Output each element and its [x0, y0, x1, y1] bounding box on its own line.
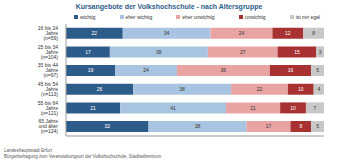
- svg-text:10: 10: [290, 105, 296, 111]
- svg-text:17: 17: [85, 49, 91, 55]
- svg-text:38: 38: [195, 123, 201, 129]
- svg-text:55 bis 64Jahre(n=121): 55 bis 64Jahre(n=121): [38, 100, 59, 116]
- svg-text:8: 8: [299, 123, 302, 129]
- svg-text:24: 24: [239, 30, 245, 36]
- svg-text:21: 21: [250, 105, 256, 111]
- svg-text:36: 36: [221, 67, 227, 73]
- svg-text:17: 17: [266, 123, 272, 129]
- svg-text:65 Jahreund älter(n=124): 65 Jahreund älter(n=124): [39, 118, 59, 134]
- svg-text:25 bis 34Jahre(n=104): 25 bis 34Jahre(n=104): [38, 44, 59, 60]
- svg-text:21: 21: [90, 105, 96, 111]
- svg-text:41: 41: [170, 105, 176, 111]
- html-text:Kursangebote der Volkshochschu: Kursangebote der Volkshochschule - nach …: [75, 3, 263, 10]
- svg-text:32: 32: [104, 123, 110, 129]
- svg-text:5: 5: [316, 67, 319, 73]
- svg-text:26: 26: [97, 86, 103, 92]
- svg-text:15: 15: [294, 49, 300, 55]
- svg-text:34: 34: [164, 30, 170, 36]
- svg-text:38: 38: [156, 49, 162, 55]
- html-text:eher wichtig: eher wichtig: [125, 14, 153, 20]
- svg-text:24: 24: [143, 67, 149, 73]
- html-text:ist mir egal: ist mir egal: [295, 14, 320, 20]
- svg-text:4: 4: [317, 86, 320, 92]
- html-text:unwichtig: unwichtig: [244, 14, 266, 20]
- svg-text:35 bis 44Jahre(n=97): 35 bis 44Jahre(n=97): [38, 62, 59, 78]
- svg-text:7: 7: [314, 105, 317, 111]
- svg-text:22: 22: [257, 86, 263, 92]
- svg-text:3: 3: [319, 49, 322, 55]
- svg-text:16 bis 24Jahre(n=59): 16 bis 24Jahre(n=59): [38, 25, 59, 41]
- svg-text:16: 16: [288, 67, 294, 73]
- svg-text:12: 12: [285, 30, 291, 36]
- svg-text:19: 19: [88, 67, 94, 73]
- svg-text:10: 10: [298, 86, 304, 92]
- html-text:wichtig: wichtig: [80, 14, 96, 20]
- html-text:Landeshauptstadt Erfurt: Landeshauptstadt Erfurt: [4, 148, 52, 153]
- svg-text:22: 22: [92, 30, 98, 36]
- svg-text:27: 27: [240, 49, 246, 55]
- svg-text:45 bis 54Jahre(n=113): 45 bis 54Jahre(n=113): [38, 81, 59, 97]
- svg-text:5: 5: [316, 123, 319, 129]
- svg-text:8: 8: [312, 30, 315, 36]
- html-text:eher unwichtig: eher unwichtig: [182, 14, 215, 20]
- svg-text:38: 38: [179, 86, 185, 92]
- html-text:Bürgerbefragung zum Veranstalt: Bürgerbefragung zum Veranstaltungsort de…: [4, 154, 162, 159]
